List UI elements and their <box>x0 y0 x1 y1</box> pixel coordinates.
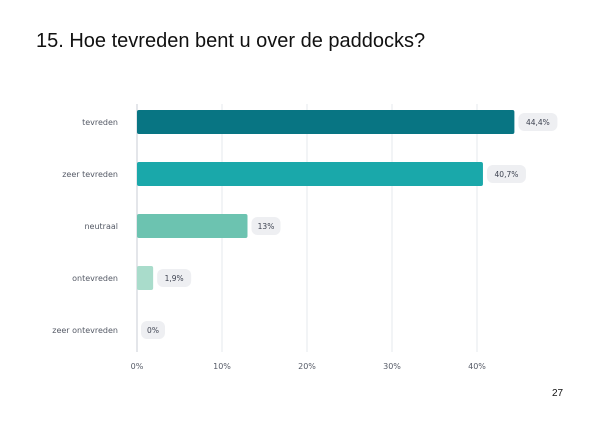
x-tick-label: 0% <box>131 362 144 371</box>
category-label: tevreden <box>82 118 118 127</box>
bar <box>137 214 248 238</box>
value-label: 0% <box>147 326 159 335</box>
bar <box>137 110 515 134</box>
category-label: zeer tevreden <box>62 170 118 179</box>
category-label: ontevreden <box>72 274 118 283</box>
value-label: 44,4% <box>526 118 550 127</box>
x-tick-label: 10% <box>213 362 231 371</box>
value-label-pill <box>141 321 165 339</box>
value-label-pill <box>486 165 526 183</box>
value-label: 40,7% <box>495 170 519 179</box>
category-label: zeer ontevreden <box>52 326 118 335</box>
page-number: 27 <box>552 388 564 399</box>
x-tick-label: 40% <box>468 362 486 371</box>
value-label: 13% <box>258 222 275 231</box>
x-tick-label: 30% <box>383 362 401 371</box>
bar <box>137 162 483 186</box>
value-label: 1,9% <box>165 274 184 283</box>
category-label: neutraal <box>84 222 118 231</box>
value-label-pill <box>518 113 558 131</box>
bar <box>137 266 154 290</box>
slide-title: 15. Hoe tevreden bent u over de paddocks… <box>36 30 426 52</box>
value-label-pill <box>157 269 192 287</box>
x-tick-label: 20% <box>298 362 316 371</box>
value-label-pill <box>251 217 281 235</box>
